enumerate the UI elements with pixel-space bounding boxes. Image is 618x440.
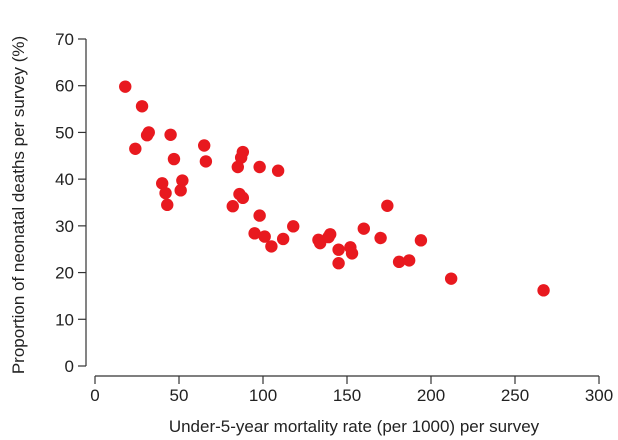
x-tick-label: 100	[249, 386, 277, 405]
data-point	[287, 220, 300, 233]
data-point	[142, 126, 155, 139]
data-point	[161, 198, 174, 212]
data-point	[402, 254, 416, 267]
data-point	[199, 155, 213, 168]
data-point	[135, 100, 149, 113]
y-tick-label: 0	[65, 357, 74, 376]
data-point	[357, 222, 370, 235]
y-tick-label: 60	[55, 77, 74, 96]
data-point	[231, 160, 244, 174]
data-point	[265, 240, 278, 253]
y-tick-label: 40	[55, 170, 74, 189]
data-point	[392, 255, 406, 269]
data-point	[248, 227, 261, 240]
data-point	[236, 191, 250, 205]
data-point	[198, 139, 211, 152]
data-point	[164, 128, 177, 141]
data-point	[322, 230, 335, 244]
x-axis: 0 50 100 150 200 250 300	[90, 375, 613, 405]
y-tick-label: 50	[55, 123, 74, 142]
data-point	[167, 152, 181, 166]
data-point	[537, 284, 550, 297]
y-tick-label: 70	[55, 30, 74, 49]
x-tick-label: 150	[333, 386, 361, 405]
data-point	[176, 174, 189, 187]
data-point	[253, 209, 266, 222]
x-tick-label: 50	[170, 386, 189, 405]
x-ticks: 0 50 100 150 200 250 300	[90, 376, 613, 405]
data-point	[276, 232, 290, 246]
y-tick-label: 10	[55, 310, 74, 329]
data-point	[234, 151, 248, 164]
data-point	[345, 247, 359, 260]
x-tick-label: 300	[585, 386, 613, 405]
x-tick-label: 0	[90, 386, 99, 405]
y-tick-label: 30	[55, 217, 74, 236]
data-point	[414, 234, 428, 247]
data-point	[258, 230, 271, 243]
data-point	[271, 164, 285, 177]
y-axis-title: Proportion of neonatal deaths per survey…	[9, 36, 28, 374]
data-point	[129, 142, 142, 155]
data-point	[381, 199, 394, 212]
data-point	[444, 272, 458, 285]
data-point	[174, 184, 187, 197]
y-axis: 0 10 20 30 40 50 60 70	[55, 30, 87, 376]
x-tick-label: 200	[417, 386, 445, 405]
data-point	[253, 160, 266, 174]
data-point	[332, 257, 345, 270]
data-point	[156, 177, 169, 190]
y-tick-label: 20	[55, 264, 74, 283]
y-ticks: 0 10 20 30 40 50 60 70	[55, 30, 86, 376]
data-point	[332, 243, 345, 256]
data-point	[226, 200, 239, 213]
data-point	[374, 231, 387, 245]
data-point	[119, 80, 132, 93]
x-tick-label: 250	[501, 386, 529, 405]
x-axis-title: Under-5-year mortality rate (per 1000) p…	[169, 417, 540, 436]
data-points	[119, 80, 550, 297]
data-point	[159, 186, 172, 200]
